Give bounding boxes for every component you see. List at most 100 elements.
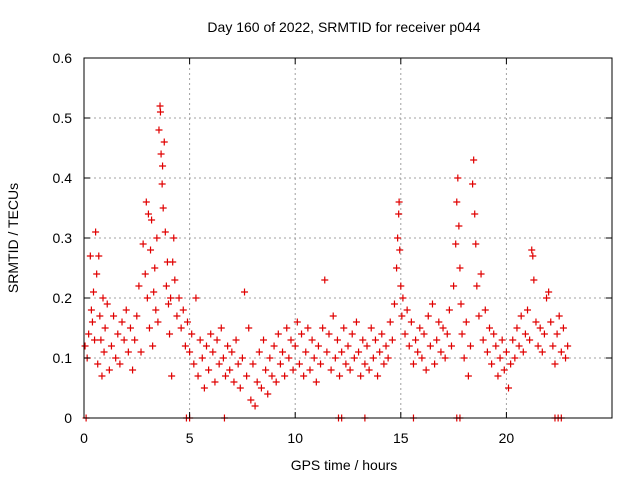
data-point <box>325 330 333 338</box>
data-point <box>340 324 348 332</box>
data-point <box>153 234 161 242</box>
data-point <box>530 276 538 284</box>
data-point <box>141 270 149 278</box>
data-point <box>124 348 132 356</box>
data-point <box>314 342 322 350</box>
data-point <box>549 342 557 350</box>
data-point <box>536 324 544 332</box>
data-point <box>559 324 567 332</box>
data-point <box>435 318 443 326</box>
data-point <box>152 306 160 314</box>
data-point <box>443 330 451 338</box>
data-points <box>81 102 572 422</box>
data-point <box>540 330 548 338</box>
data-point <box>177 324 185 332</box>
data-point <box>526 336 534 344</box>
data-point <box>312 378 320 386</box>
data-point <box>538 348 546 356</box>
data-point <box>175 294 183 302</box>
data-point <box>291 342 299 350</box>
data-point <box>456 264 464 272</box>
y-axis-title: SRMTID / TECUs <box>5 183 21 293</box>
data-point <box>361 360 369 368</box>
data-point <box>507 360 515 368</box>
x-tick-label: 10 <box>287 430 303 446</box>
data-point <box>96 312 104 320</box>
data-point <box>230 378 238 386</box>
x-tick-label: 5 <box>186 430 194 446</box>
data-point <box>147 246 155 254</box>
data-point <box>511 354 519 362</box>
data-point <box>133 312 141 320</box>
data-point <box>164 300 172 308</box>
data-point <box>532 318 540 326</box>
data-point <box>469 180 477 188</box>
data-point <box>382 342 390 350</box>
data-point <box>228 348 236 356</box>
data-point <box>155 126 163 134</box>
data-point <box>120 336 128 344</box>
x-axis-title: GPS time / hours <box>291 457 398 473</box>
data-point <box>97 336 105 344</box>
data-point <box>249 360 257 368</box>
data-point <box>150 288 158 296</box>
data-point <box>114 330 122 338</box>
data-point <box>171 276 179 284</box>
data-point <box>260 336 268 344</box>
data-point <box>139 240 147 248</box>
data-point <box>395 198 403 206</box>
data-point <box>479 336 487 344</box>
data-point <box>90 288 98 296</box>
data-point <box>129 366 137 374</box>
data-point <box>157 150 165 158</box>
data-point <box>295 360 303 368</box>
data-point <box>439 324 447 332</box>
data-point <box>403 306 411 314</box>
data-point <box>414 348 422 356</box>
data-point <box>418 354 426 362</box>
data-point <box>122 306 130 314</box>
data-point <box>137 348 145 356</box>
data-point <box>473 282 481 290</box>
data-point <box>110 312 118 320</box>
data-point <box>329 312 337 320</box>
data-point <box>236 384 244 392</box>
data-point <box>92 228 100 236</box>
x-tick-label: 20 <box>499 430 515 446</box>
data-point <box>333 336 341 344</box>
data-point <box>397 282 405 290</box>
data-point <box>380 360 388 368</box>
data-point <box>471 210 479 218</box>
data-point <box>270 342 278 350</box>
axis-ticks <box>83 57 612 419</box>
data-point <box>262 366 270 374</box>
data-point <box>283 324 291 332</box>
data-point <box>188 330 196 338</box>
data-point <box>374 372 382 380</box>
data-point <box>355 348 363 356</box>
data-point <box>477 270 485 278</box>
data-point <box>300 372 308 380</box>
data-point <box>158 180 166 188</box>
y-tick-label: 0.6 <box>53 50 73 66</box>
data-point <box>371 336 379 344</box>
data-point <box>331 354 339 362</box>
data-point <box>268 372 276 380</box>
data-point <box>232 336 240 344</box>
data-point <box>159 162 167 170</box>
data-point <box>376 348 384 356</box>
data-point <box>255 348 263 356</box>
data-point <box>529 252 537 260</box>
data-point <box>194 372 202 380</box>
data-point <box>95 252 103 260</box>
data-point <box>545 288 553 296</box>
data-point <box>200 384 208 392</box>
data-point <box>386 318 394 326</box>
data-point <box>399 294 407 302</box>
data-point <box>243 372 251 380</box>
data-point <box>276 360 284 368</box>
data-point <box>543 294 551 302</box>
x-tick-label: 15 <box>393 430 409 446</box>
data-point <box>321 276 329 284</box>
